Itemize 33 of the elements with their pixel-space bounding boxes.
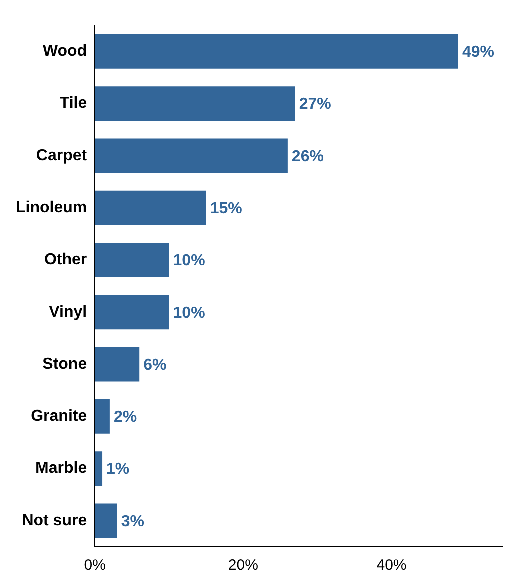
bar [95, 86, 296, 122]
data-label: 2% [114, 409, 138, 426]
data-label: 10% [173, 252, 206, 270]
bar [95, 243, 170, 278]
x-tick-label: 0% [84, 557, 106, 574]
data-label: 49% [462, 44, 495, 62]
data-label: 6% [144, 356, 167, 374]
bar [95, 347, 140, 382]
bar [95, 399, 110, 434]
y-tick-label: Wood [42, 43, 88, 60]
y-tick-label: Tile [60, 95, 88, 112]
data-label: 1% [106, 461, 130, 478]
bar [95, 504, 118, 538]
y-tick-label: Marble [36, 460, 88, 478]
y-tick-label: Granite [31, 408, 88, 426]
bar [95, 295, 170, 330]
data-label: 10% [173, 304, 206, 322]
bar [95, 190, 206, 226]
bar [95, 34, 459, 69]
bar [95, 138, 288, 174]
y-tick-label: Not sure [22, 512, 88, 530]
x-tick-label: 20% [228, 557, 258, 574]
bar [95, 452, 103, 486]
data-label: 15% [210, 200, 242, 218]
y-tick-label: Stone [42, 356, 88, 373]
data-label: 3% [121, 513, 144, 530]
y-tick-label: Other [44, 252, 88, 269]
data-label: 27% [299, 96, 332, 114]
y-tick-label: Linoleum [16, 199, 88, 216]
y-tick-label: Carpet [36, 147, 88, 164]
data-label: 26% [292, 148, 324, 166]
y-tick-label: Vinyl [49, 304, 88, 321]
x-tick-label: 40% [376, 557, 407, 574]
